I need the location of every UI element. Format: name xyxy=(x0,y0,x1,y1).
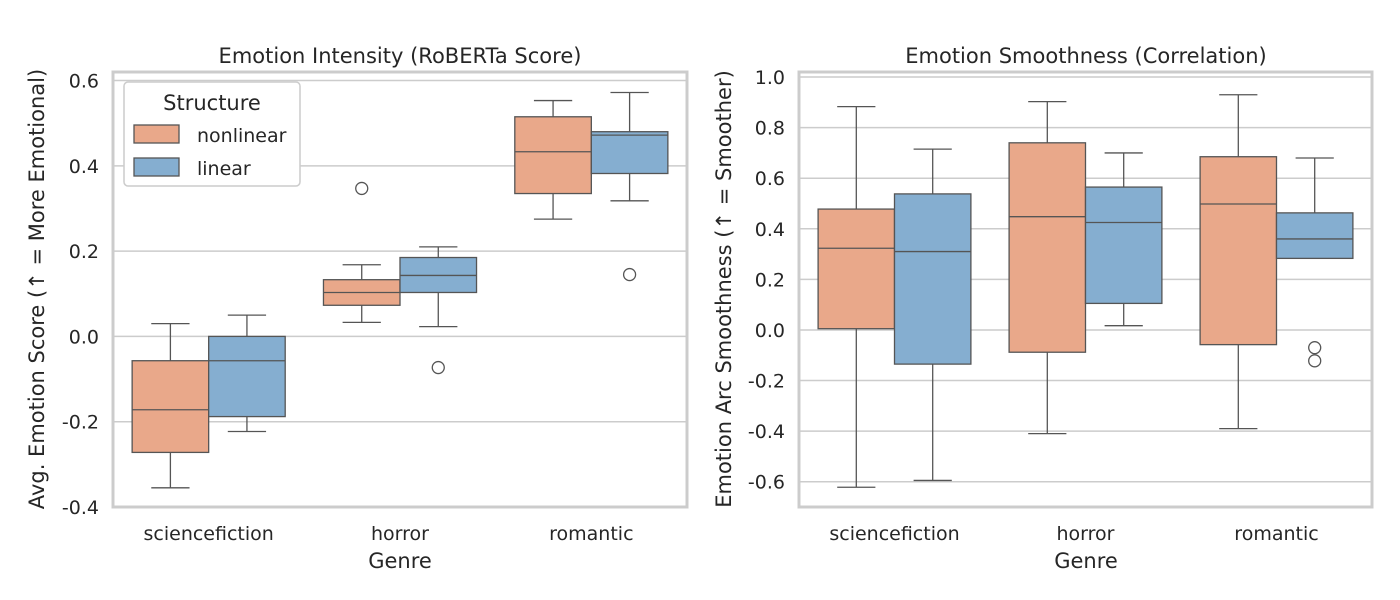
y-tick-label: 0.0 xyxy=(755,320,785,342)
x-tick-label: romantic xyxy=(1234,523,1318,545)
outlier-point xyxy=(1308,341,1322,355)
emotion-smoothness-panel: Emotion Smoothness (Correlation) Genre E… xyxy=(712,44,1374,573)
outlier-point xyxy=(355,181,369,196)
box-linear xyxy=(893,193,972,365)
box-nonlinear xyxy=(1008,142,1087,353)
y-tick-label: 0.8 xyxy=(755,118,785,140)
box-nonlinear xyxy=(1199,156,1278,346)
y-axis-label: Emotion Arc Smoothness (↑ = Smoother) xyxy=(712,70,736,508)
y-tick-label: -0.2 xyxy=(748,371,785,393)
box-linear xyxy=(208,335,286,418)
outlier-point xyxy=(622,267,637,282)
legend: Structure nonlinear linear xyxy=(123,81,301,187)
y-tick-label: -0.6 xyxy=(748,472,785,494)
y-tick-label: -0.4 xyxy=(748,421,785,443)
y-tick-label: 0.0 xyxy=(69,326,99,348)
outlier-point xyxy=(1308,354,1322,368)
y-tick-label: 0.6 xyxy=(755,168,785,190)
y-tick-label: 1.0 xyxy=(755,67,785,89)
y-tick-label: 0.2 xyxy=(755,269,785,291)
y-tick-label: 0.6 xyxy=(69,71,99,93)
x-tick-label: romantic xyxy=(549,523,633,545)
box-linear xyxy=(590,131,669,175)
y-tick-label: -0.2 xyxy=(62,412,99,434)
box-nonlinear xyxy=(131,360,210,454)
box-nonlinear xyxy=(514,116,592,195)
legend-label-nonlinear: nonlinear xyxy=(197,125,287,147)
x-axis-label: Genre xyxy=(368,549,432,573)
x-tick-label: sciencefiction xyxy=(829,523,959,545)
x-tick-label: sciencefiction xyxy=(144,523,274,545)
chart-title: Emotion Intensity (RoBERTa Score) xyxy=(219,44,582,68)
x-tick-label: horror xyxy=(1057,523,1115,545)
outlier-point xyxy=(431,360,445,375)
y-tick-label: -0.4 xyxy=(62,497,99,519)
y-axis-label: Avg. Emotion Score (↑ = More Emotional) xyxy=(25,69,49,509)
box-linear xyxy=(1084,186,1163,305)
emotion-intensity-panel: Emotion Intensity (RoBERTa Score) Genre … xyxy=(25,44,689,573)
plot-frame xyxy=(111,70,689,509)
chart-title: Emotion Smoothness (Correlation) xyxy=(905,44,1266,68)
y-tick-label: 0.2 xyxy=(69,241,99,263)
legend-swatch-nonlinear xyxy=(133,124,180,144)
legend-label-linear: linear xyxy=(197,158,251,180)
box-linear xyxy=(1275,212,1354,260)
x-axis-label: Genre xyxy=(1054,549,1118,573)
y-tick-label: 0.4 xyxy=(755,219,785,241)
legend-title: Structure xyxy=(163,91,261,115)
x-tick-label: horror xyxy=(371,523,429,545)
plot-frame xyxy=(797,70,1374,509)
box-nonlinear xyxy=(817,208,896,330)
legend-swatch-linear xyxy=(133,157,180,177)
y-tick-label: 0.4 xyxy=(69,156,99,178)
